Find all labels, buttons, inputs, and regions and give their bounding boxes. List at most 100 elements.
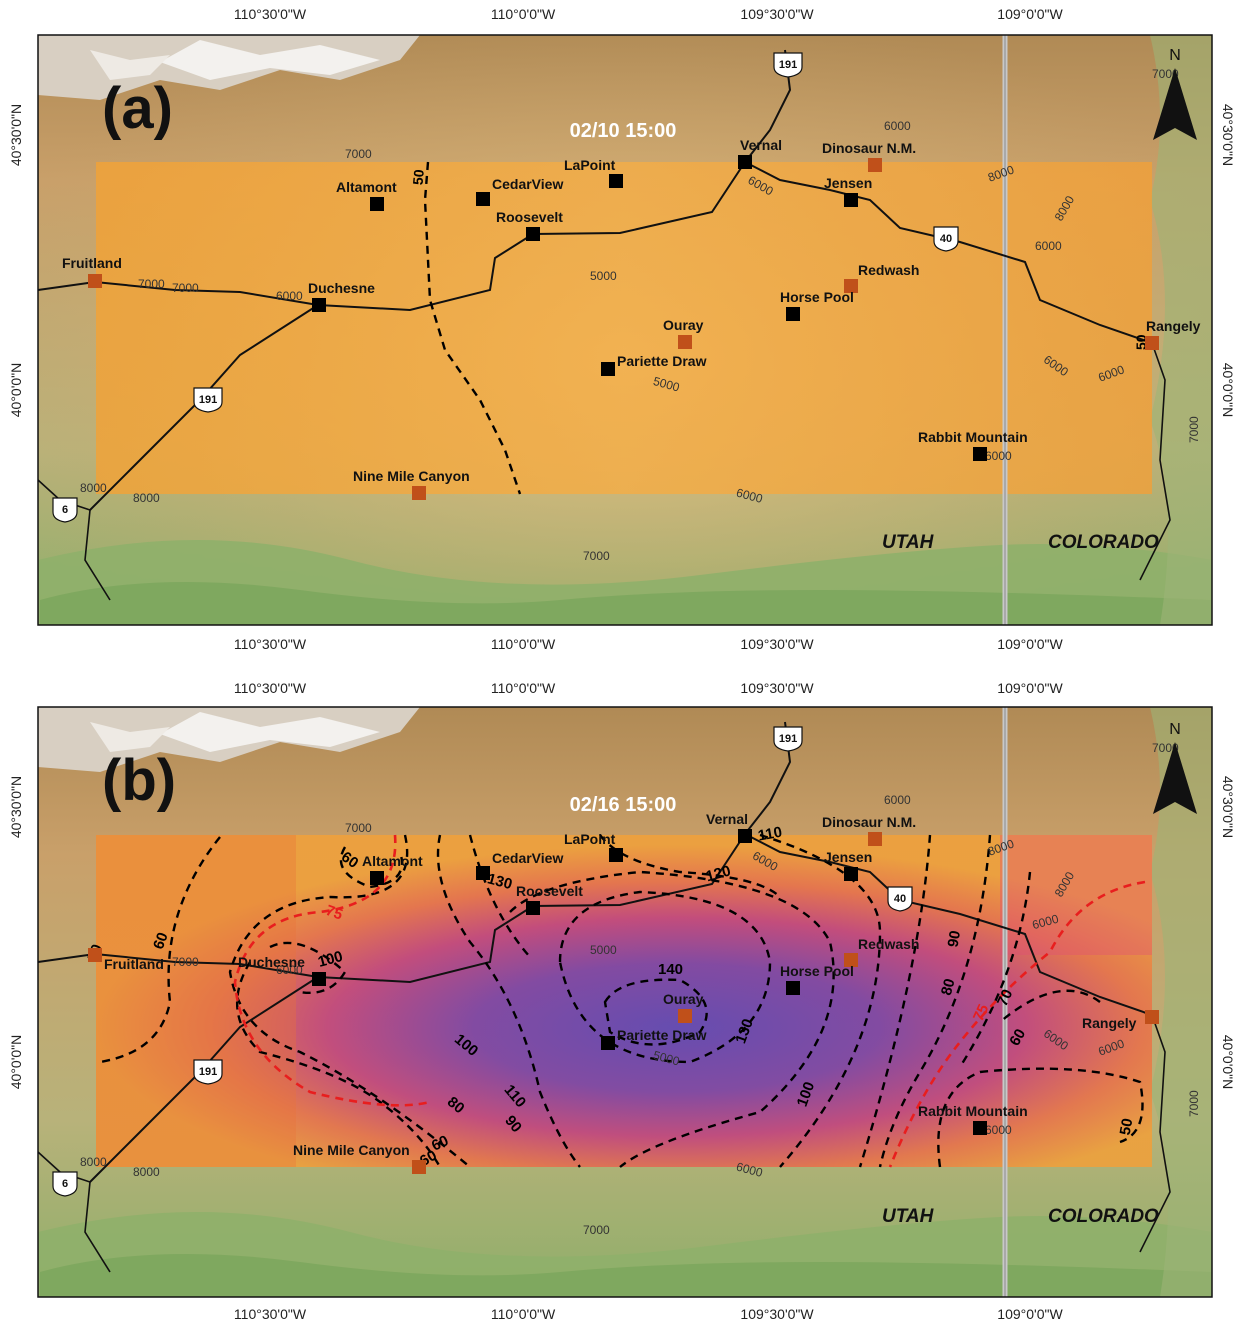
svg-text:6000: 6000 [276, 963, 303, 977]
station-marker [678, 335, 692, 349]
map-canvas-a: 50 50 7000 6000 8000 8000 6000 6000 6000… [37, 34, 1213, 626]
station-label: Redwash [858, 262, 919, 278]
station-marker [1145, 1010, 1159, 1024]
lon-label-top: 110°30'0"W [233, 6, 307, 22]
svg-text:N: N [1169, 721, 1181, 738]
svg-text:6000: 6000 [1035, 239, 1062, 253]
station-label: Rangely [1082, 1015, 1137, 1031]
station-marker [786, 307, 800, 321]
svg-text:5000: 5000 [652, 374, 682, 395]
map-frame [37, 706, 1213, 1298]
svg-text:191: 191 [199, 394, 217, 406]
station-label: Altamont [362, 853, 423, 869]
station-marker [601, 362, 615, 376]
panel-timestamp: 02/10 15:00 [570, 120, 677, 142]
svg-text:8000: 8000 [80, 481, 107, 495]
station-marker [973, 447, 987, 461]
lon-label-top: 109°30'0"W [740, 6, 814, 22]
panel-letter: (a) [102, 76, 173, 141]
svg-text:191: 191 [199, 1066, 217, 1078]
station-label: Jensen [824, 849, 872, 865]
station-marker [678, 1009, 692, 1023]
station-label: Fruitland [104, 956, 164, 972]
svg-text:60: 60 [338, 848, 361, 871]
station-label: LaPoint [564, 831, 616, 847]
svg-text:7000: 7000 [1187, 416, 1201, 443]
station-marker [601, 1036, 615, 1050]
station-label: Jensen [824, 175, 872, 191]
state-label-colorado: COLORADO [1048, 1206, 1159, 1227]
station-marker [738, 155, 752, 169]
station-marker [370, 871, 384, 885]
station-label: Pariette Draw [617, 353, 707, 369]
state-label-colorado: COLORADO [1048, 532, 1159, 553]
svg-text:5000: 5000 [652, 1048, 682, 1069]
highway-shield-6: 6 [52, 1171, 78, 1197]
station-label: Roosevelt [496, 209, 563, 225]
state-label-utah: UTAH [882, 532, 935, 553]
highway-shield-191: 191 [773, 726, 803, 752]
station-marker [526, 227, 540, 241]
lon-label-bottom: 110°30'0"W [233, 636, 307, 652]
highway-shield-191: 191 [773, 52, 803, 78]
station-label: Nine Mile Canyon [293, 1142, 410, 1158]
highway-shield-40: 40 [933, 226, 959, 252]
station-marker [786, 981, 800, 995]
svg-text:75: 75 [323, 902, 344, 924]
svg-text:7000: 7000 [345, 147, 372, 161]
station-marker [738, 829, 752, 843]
concentration-overlay [96, 835, 1152, 1167]
station-marker [476, 192, 490, 206]
svg-text:6: 6 [62, 504, 68, 516]
station-marker [312, 298, 326, 312]
station-label: Duchesne [238, 954, 305, 970]
svg-text:6000: 6000 [1031, 912, 1061, 933]
svg-text:6000: 6000 [276, 289, 303, 303]
svg-text:7000: 7000 [138, 277, 165, 291]
svg-text:5000: 5000 [590, 943, 617, 957]
svg-text:110: 110 [757, 824, 784, 845]
station-marker [868, 832, 882, 846]
station-label: LaPoint [564, 157, 616, 173]
road-colorado [1139, 1014, 1171, 1253]
lon-label-top: 109°30'0"W [740, 680, 814, 696]
highway-40 [37, 832, 1153, 1016]
svg-text:60: 60 [429, 1132, 451, 1154]
station-marker [609, 174, 623, 188]
svg-text:7000: 7000 [172, 955, 199, 969]
svg-text:60: 60 [1006, 1026, 1029, 1049]
svg-text:130: 130 [485, 870, 514, 893]
svg-text:120: 120 [704, 862, 733, 885]
svg-text:191: 191 [779, 733, 797, 745]
station-label: CedarView [492, 176, 563, 192]
lon-label-bottom: 109°0'0"W [997, 1306, 1063, 1322]
svg-text:6000: 6000 [884, 119, 911, 133]
svg-text:90: 90 [945, 929, 965, 948]
map-panel-a: 110°30'0"W 110°0'0"W 109°30'0"W 109°0'0"… [8, 6, 1236, 652]
svg-text:140: 140 [658, 961, 683, 978]
state-label-utah: UTAH [882, 1206, 935, 1227]
highway-shield-191: 191 [193, 387, 223, 413]
station-label: Pariette Draw [617, 1027, 707, 1043]
station-marker [88, 274, 102, 288]
station-marker [844, 867, 858, 881]
highway-40 [37, 160, 1153, 344]
svg-text:7000: 7000 [172, 281, 199, 295]
lon-label-bottom: 109°0'0"W [997, 636, 1063, 652]
station-label: Horse Pool [780, 289, 854, 305]
contour-lines-75 [233, 834, 1146, 1168]
lon-label-top: 110°0'0"W [490, 680, 556, 696]
station-label: Rangely [1146, 318, 1201, 334]
station-label: Fruitland [62, 255, 122, 271]
svg-text:6000: 6000 [735, 1159, 765, 1180]
svg-text:6: 6 [62, 1178, 68, 1190]
svg-text:5000: 5000 [590, 269, 617, 283]
contour-label: 50 [410, 169, 427, 186]
svg-text:40: 40 [894, 893, 906, 905]
station-label: Redwash [858, 936, 919, 952]
svg-text:40: 40 [940, 233, 952, 245]
station-marker [844, 953, 858, 967]
lon-label-bottom: 110°30'0"W [233, 1306, 307, 1322]
station-marker [1145, 336, 1159, 350]
road-sw [37, 1151, 111, 1273]
